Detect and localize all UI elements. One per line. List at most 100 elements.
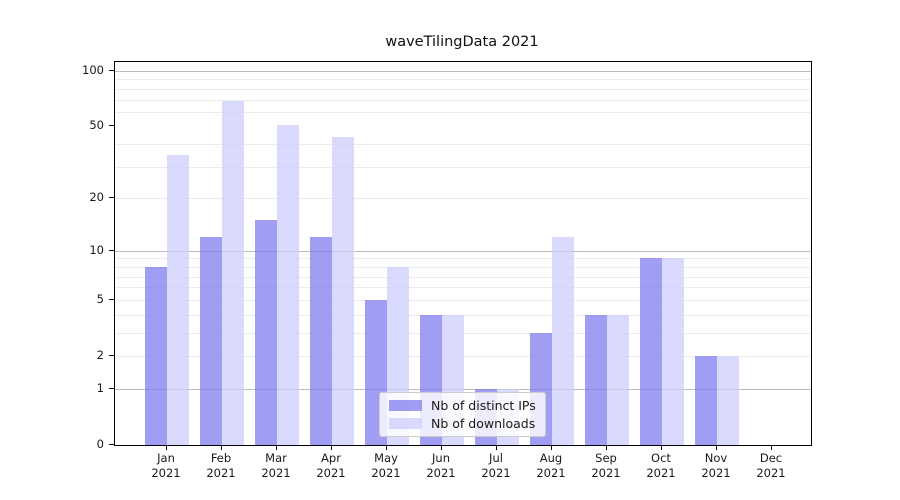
bar-nb-of-distinct-ips-nov — [695, 356, 717, 445]
x-tick-sep — [606, 445, 607, 450]
legend-entry-downloads: Nb of downloads — [389, 416, 536, 431]
y-tick-label-100: 100 — [82, 63, 104, 77]
bar-nb-of-downloads-sep — [607, 314, 629, 445]
x-tick-year-aug: 2021 — [536, 466, 566, 480]
legend-label-downloads: Nb of downloads — [431, 416, 536, 431]
x-tick-label-aug: Aug 2021 — [523, 451, 579, 481]
bar-nb-of-distinct-ips-jan — [145, 266, 167, 445]
legend-label-distinct-ips: Nb of distinct IPs — [431, 398, 536, 413]
x-tick-month-aug: Aug — [539, 451, 563, 465]
bar-nb-of-downloads-oct — [662, 258, 684, 445]
bar-nb-of-downloads-aug — [552, 237, 574, 445]
x-tick-month-jun: Jun — [432, 451, 450, 465]
x-tick-label-jun: Jun 2021 — [413, 451, 469, 481]
x-tick-mar — [276, 445, 277, 450]
x-tick-jan — [166, 445, 167, 450]
gridline-minor-60 — [115, 111, 811, 113]
y-tick-2 — [109, 355, 114, 356]
x-tick-label-apr: Apr 2021 — [303, 451, 359, 481]
x-tick-oct — [661, 445, 662, 450]
bar-nb-of-distinct-ips-mar — [255, 220, 277, 445]
legend: Nb of distinct IPs Nb of downloads — [379, 392, 546, 437]
bar-nb-of-downloads-nov — [717, 356, 739, 445]
x-tick-year-sep: 2021 — [591, 466, 621, 480]
x-tick-year-nov: 2021 — [701, 466, 731, 480]
x-tick-month-feb: Feb — [210, 451, 232, 465]
x-tick-year-mar: 2021 — [261, 466, 291, 480]
y-tick-label-20: 20 — [89, 190, 104, 205]
plot-area — [114, 61, 812, 446]
bar-nb-of-downloads-feb — [222, 100, 244, 445]
y-tick-label-10: 10 — [89, 242, 104, 257]
legend-entry-distinct-ips: Nb of distinct IPs — [389, 398, 536, 413]
bar-nb-of-distinct-ips-apr — [310, 237, 332, 445]
bar-nb-of-downloads-apr — [332, 136, 354, 445]
gridline-minor-70 — [115, 99, 811, 101]
bar-nb-of-distinct-ips-oct — [640, 258, 662, 445]
x-tick-month-jan: Jan — [157, 451, 175, 465]
legend-swatch-downloads — [389, 418, 422, 429]
x-tick-jun — [441, 445, 442, 450]
x-tick-feb — [221, 445, 222, 450]
x-tick-month-sep: Sep — [595, 451, 617, 465]
bar-nb-of-distinct-ips-feb — [200, 237, 222, 445]
x-tick-nov — [716, 445, 717, 450]
y-tick-5 — [109, 298, 114, 300]
x-tick-label-oct: Oct 2021 — [633, 451, 689, 481]
x-tick-aug — [551, 445, 552, 450]
gridline-minor-30 — [115, 166, 811, 168]
bar-nb-of-downloads-mar — [277, 124, 299, 445]
chart-title: waveTilingData 2021 — [385, 34, 539, 50]
x-tick-year-jan: 2021 — [151, 466, 181, 480]
gridline-minor-5 — [115, 299, 811, 301]
gridline-major-100 — [115, 71, 811, 72]
x-tick-apr — [331, 445, 332, 450]
y-tick-label-2: 2 — [96, 348, 104, 362]
x-tick-year-feb: 2021 — [206, 466, 236, 480]
x-tick-month-jul: Jul — [489, 451, 503, 465]
x-tick-label-feb: Feb 2021 — [193, 451, 249, 481]
x-tick-month-mar: Mar — [265, 451, 287, 465]
y-tick-50 — [109, 125, 114, 127]
gridline-minor-8 — [115, 266, 811, 268]
y-tick-label-1: 1 — [96, 380, 104, 395]
x-tick-month-nov: Nov — [704, 451, 728, 465]
y-tick-20 — [109, 197, 114, 199]
x-tick-label-may: May 2021 — [358, 451, 414, 481]
x-tick-label-dec: Dec 2021 — [743, 451, 799, 481]
x-tick-month-dec: Dec — [759, 451, 783, 465]
gridline-minor-6 — [115, 287, 811, 289]
x-tick-label-jan: Jan 2021 — [138, 451, 194, 481]
x-tick-year-oct: 2021 — [646, 466, 676, 480]
gridline-major-10 — [115, 250, 811, 252]
y-tick-label-5: 5 — [96, 291, 104, 306]
x-tick-dec — [771, 445, 772, 450]
x-tick-month-oct: Oct — [651, 451, 671, 465]
x-tick-year-may: 2021 — [371, 466, 401, 480]
gridline-minor-80 — [115, 88, 811, 90]
y-tick-label-0: 0 — [96, 437, 104, 451]
gridline-minor-7 — [115, 276, 811, 278]
y-tick-10 — [109, 249, 114, 251]
x-tick-year-jun: 2021 — [426, 466, 456, 480]
x-tick-month-may: May — [374, 451, 398, 465]
gridline-minor-20 — [115, 198, 811, 200]
x-tick-month-apr: Apr — [321, 451, 341, 465]
bar-nb-of-distinct-ips-sep — [585, 314, 607, 445]
y-tick-0 — [109, 444, 114, 445]
legend-swatch-distinct-ips — [389, 400, 422, 411]
x-tick-label-sep: Sep 2021 — [578, 451, 634, 481]
y-tick-label-50: 50 — [89, 118, 104, 133]
x-tick-label-jul: Jul 2021 — [468, 451, 524, 481]
gridline-minor-9 — [115, 258, 811, 260]
x-tick-year-dec: 2021 — [756, 466, 786, 480]
y-tick-100 — [109, 70, 114, 71]
x-tick-year-jul: 2021 — [481, 466, 511, 480]
x-tick-may — [386, 445, 387, 450]
gridline-minor-40 — [115, 144, 811, 146]
x-tick-jul — [496, 445, 497, 450]
x-tick-label-mar: Mar 2021 — [248, 451, 304, 481]
bar-nb-of-downloads-jan — [167, 154, 189, 445]
gridline-minor-90 — [115, 79, 811, 81]
